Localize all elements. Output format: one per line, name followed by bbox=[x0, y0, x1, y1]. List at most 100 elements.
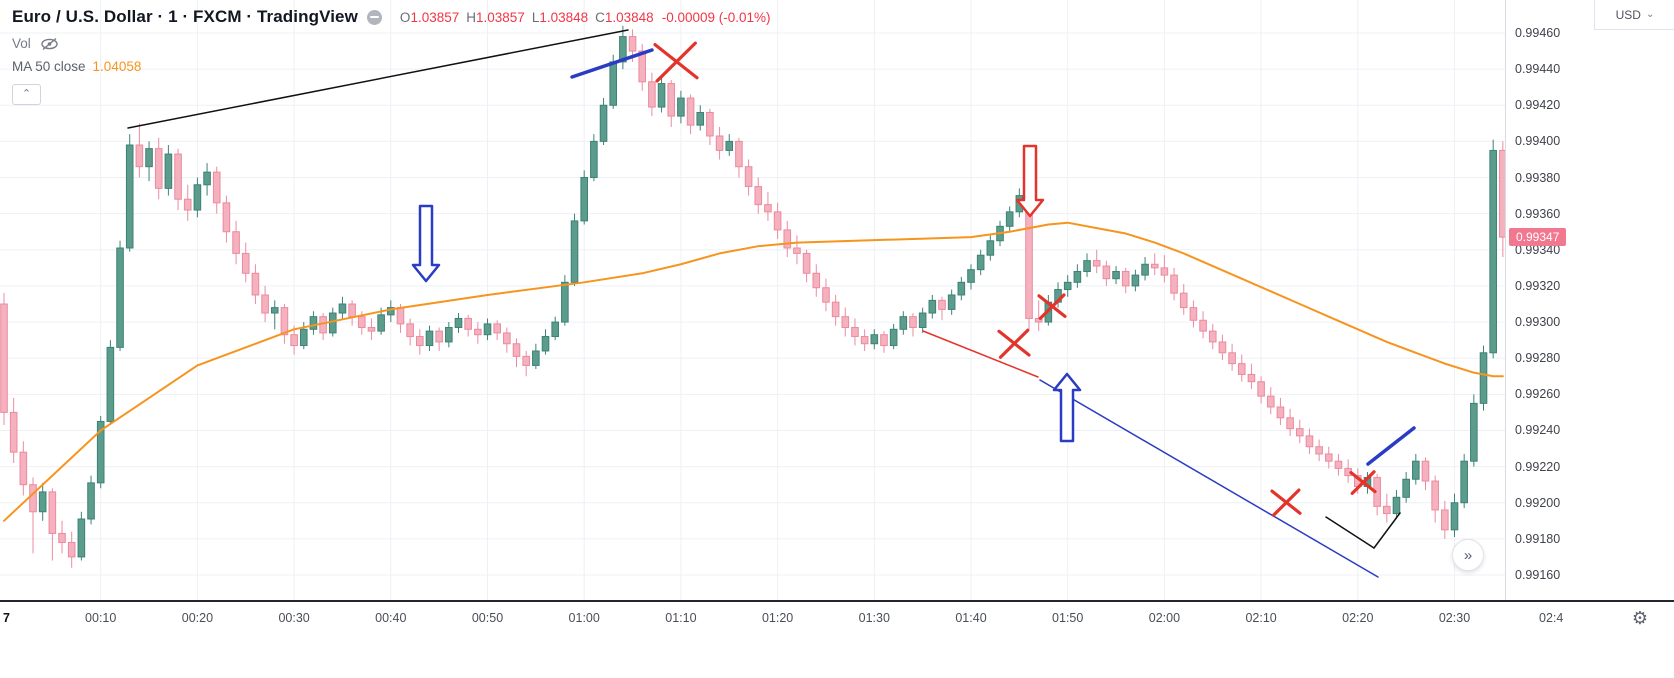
candle[interactable] bbox=[541, 336, 550, 352]
candle[interactable] bbox=[561, 281, 569, 323]
candle[interactable] bbox=[1189, 307, 1198, 321]
candle[interactable] bbox=[212, 171, 221, 204]
candle[interactable] bbox=[1237, 363, 1246, 375]
candle[interactable] bbox=[841, 316, 850, 328]
arrow-down-drawing[interactable] bbox=[1015, 144, 1045, 218]
candle[interactable] bbox=[1247, 373, 1256, 383]
candle[interactable] bbox=[290, 334, 298, 347]
candle[interactable] bbox=[493, 323, 501, 334]
candle[interactable] bbox=[251, 272, 260, 296]
candle[interactable] bbox=[299, 328, 308, 347]
candle[interactable] bbox=[474, 328, 482, 336]
arrow-down-drawing[interactable] bbox=[411, 204, 441, 283]
candle[interactable] bbox=[1402, 478, 1410, 498]
candle[interactable] bbox=[522, 355, 530, 366]
candle[interactable] bbox=[357, 316, 366, 328]
candle[interactable] bbox=[1276, 406, 1285, 419]
x-mark-drawing[interactable] bbox=[655, 41, 697, 83]
candle[interactable] bbox=[416, 336, 424, 347]
arrow-up-drawing[interactable] bbox=[1052, 372, 1082, 443]
candle[interactable] bbox=[445, 326, 453, 343]
x-mark-drawing[interactable] bbox=[1350, 470, 1376, 495]
candle[interactable] bbox=[483, 323, 492, 336]
candle[interactable] bbox=[1005, 211, 1014, 227]
candle[interactable] bbox=[9, 411, 18, 453]
candle[interactable] bbox=[976, 254, 985, 271]
candle[interactable] bbox=[1160, 267, 1169, 276]
candle[interactable] bbox=[1150, 263, 1159, 269]
candle[interactable] bbox=[1392, 496, 1401, 515]
candle[interactable] bbox=[677, 97, 685, 117]
candle[interactable] bbox=[657, 83, 666, 108]
candle[interactable] bbox=[1286, 417, 1294, 430]
candle[interactable] bbox=[280, 307, 289, 336]
candle[interactable] bbox=[889, 328, 898, 347]
candle[interactable] bbox=[802, 252, 811, 274]
candle[interactable] bbox=[1489, 149, 1497, 354]
candle[interactable] bbox=[1112, 270, 1120, 280]
candle[interactable] bbox=[512, 343, 521, 357]
candle[interactable] bbox=[174, 153, 182, 200]
volume-indicator-row[interactable]: Vol bbox=[12, 36, 771, 51]
candle[interactable] bbox=[1073, 270, 1082, 283]
candle[interactable] bbox=[1218, 341, 1227, 354]
candle[interactable] bbox=[1141, 263, 1149, 276]
x-mark-drawing[interactable] bbox=[1038, 293, 1066, 320]
candle[interactable] bbox=[125, 144, 134, 249]
candle[interactable] bbox=[580, 177, 589, 222]
candle[interactable] bbox=[338, 303, 347, 314]
candle[interactable] bbox=[1305, 435, 1314, 448]
candle[interactable] bbox=[735, 140, 743, 168]
candle[interactable] bbox=[725, 140, 734, 151]
candle[interactable] bbox=[58, 532, 66, 543]
candle[interactable] bbox=[396, 307, 405, 325]
candle[interactable] bbox=[77, 518, 86, 558]
candle[interactable] bbox=[706, 111, 714, 137]
hidden-eye-icon[interactable] bbox=[40, 37, 59, 51]
candle[interactable] bbox=[986, 240, 995, 256]
candle[interactable] bbox=[116, 247, 124, 348]
candle[interactable] bbox=[967, 269, 975, 283]
candle[interactable] bbox=[957, 281, 966, 296]
candle[interactable] bbox=[48, 491, 57, 534]
candle[interactable] bbox=[1460, 460, 1468, 504]
candle[interactable] bbox=[1034, 317, 1043, 323]
candle[interactable] bbox=[1266, 395, 1275, 408]
candle[interactable] bbox=[764, 204, 772, 213]
candle[interactable] bbox=[822, 287, 830, 303]
candle[interactable] bbox=[880, 334, 888, 347]
candle[interactable] bbox=[425, 330, 434, 347]
candle[interactable] bbox=[599, 104, 608, 142]
candle[interactable] bbox=[1383, 505, 1391, 515]
trendline-drawing[interactable] bbox=[1373, 512, 1401, 549]
market-status-icon[interactable] bbox=[366, 9, 382, 25]
candle[interactable] bbox=[222, 202, 231, 233]
collapse-legend-button[interactable]: ⌃ bbox=[12, 84, 41, 105]
candle[interactable] bbox=[899, 316, 908, 330]
candle[interactable] bbox=[1324, 453, 1333, 462]
candle[interactable] bbox=[918, 312, 927, 328]
candle[interactable] bbox=[164, 153, 173, 189]
candle[interactable] bbox=[135, 144, 144, 168]
candle[interactable] bbox=[715, 135, 724, 151]
gear-icon[interactable]: ⚙ bbox=[1631, 608, 1648, 628]
candle[interactable] bbox=[1441, 509, 1449, 531]
candle[interactable] bbox=[348, 303, 356, 318]
candle[interactable] bbox=[29, 484, 37, 513]
candle[interactable] bbox=[648, 81, 656, 108]
x-mark-drawing[interactable] bbox=[1271, 488, 1301, 517]
candle[interactable] bbox=[0, 303, 8, 413]
candle[interactable] bbox=[203, 171, 211, 186]
candle[interactable] bbox=[96, 420, 105, 484]
candle[interactable] bbox=[87, 482, 95, 520]
candle[interactable] bbox=[783, 229, 792, 249]
candle[interactable] bbox=[628, 36, 637, 52]
candle[interactable] bbox=[1063, 281, 1072, 291]
candle[interactable] bbox=[1257, 381, 1265, 397]
trendline-drawing[interactable] bbox=[570, 48, 654, 79]
trendline-drawing[interactable] bbox=[922, 330, 1039, 378]
candle[interactable] bbox=[1228, 352, 1236, 365]
candle[interactable] bbox=[464, 317, 472, 330]
candle[interactable] bbox=[1083, 260, 1091, 272]
candle[interactable] bbox=[328, 312, 337, 334]
